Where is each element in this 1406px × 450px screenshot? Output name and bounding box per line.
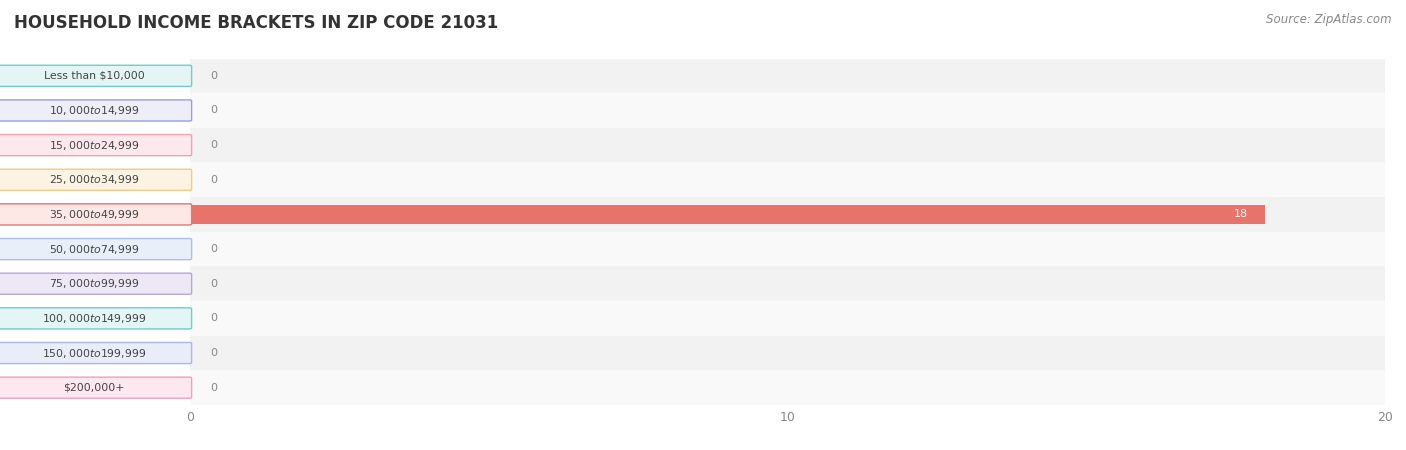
Text: $15,000 to $24,999: $15,000 to $24,999	[49, 139, 139, 152]
FancyBboxPatch shape	[0, 342, 191, 364]
FancyBboxPatch shape	[0, 377, 191, 398]
Text: 0: 0	[211, 175, 218, 185]
FancyBboxPatch shape	[0, 273, 191, 294]
Text: Less than $10,000: Less than $10,000	[44, 71, 145, 81]
Text: 0: 0	[211, 71, 218, 81]
Bar	[190, 58, 1385, 93]
FancyBboxPatch shape	[0, 238, 191, 260]
Bar	[190, 370, 1385, 405]
Text: 0: 0	[211, 313, 218, 324]
FancyBboxPatch shape	[0, 65, 191, 86]
Text: 18: 18	[1233, 209, 1247, 220]
Bar	[190, 128, 1385, 162]
Text: $35,000 to $49,999: $35,000 to $49,999	[49, 208, 139, 221]
Text: $25,000 to $34,999: $25,000 to $34,999	[49, 173, 139, 186]
Bar	[190, 336, 1385, 370]
Bar	[190, 93, 1385, 128]
Text: $100,000 to $149,999: $100,000 to $149,999	[42, 312, 146, 325]
Text: 0: 0	[211, 105, 218, 116]
Text: HOUSEHOLD INCOME BRACKETS IN ZIP CODE 21031: HOUSEHOLD INCOME BRACKETS IN ZIP CODE 21…	[14, 14, 498, 32]
Text: 0: 0	[211, 244, 218, 254]
FancyBboxPatch shape	[0, 308, 191, 329]
Bar	[190, 205, 1265, 224]
FancyBboxPatch shape	[0, 169, 191, 190]
Text: $10,000 to $14,999: $10,000 to $14,999	[49, 104, 139, 117]
FancyBboxPatch shape	[0, 100, 191, 121]
Bar	[190, 162, 1385, 197]
Text: $50,000 to $74,999: $50,000 to $74,999	[49, 243, 139, 256]
FancyBboxPatch shape	[0, 135, 191, 156]
Text: 0: 0	[211, 140, 218, 150]
Bar	[190, 266, 1385, 301]
Text: $200,000+: $200,000+	[63, 382, 125, 393]
Bar	[190, 197, 1385, 232]
FancyBboxPatch shape	[0, 204, 191, 225]
Bar	[190, 301, 1385, 336]
Text: $150,000 to $199,999: $150,000 to $199,999	[42, 346, 146, 360]
Bar	[190, 232, 1385, 266]
Text: Source: ZipAtlas.com: Source: ZipAtlas.com	[1267, 14, 1392, 27]
Text: $75,000 to $99,999: $75,000 to $99,999	[49, 277, 139, 290]
Text: 0: 0	[211, 348, 218, 358]
Text: 0: 0	[211, 382, 218, 393]
Text: 0: 0	[211, 279, 218, 289]
